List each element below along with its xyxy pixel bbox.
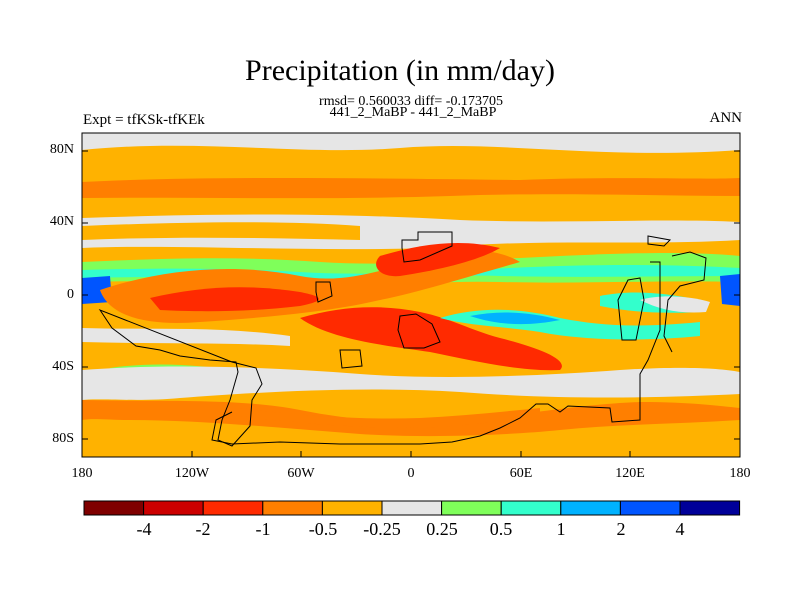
xtick-0: 0 — [407, 466, 415, 481]
ytick-40s: 40S — [52, 359, 74, 374]
colorbar-swatch — [560, 500, 621, 516]
colorbar-label: -0.5 — [308, 519, 338, 539]
xtick-120e: 120E — [615, 466, 645, 481]
xtick-180e: 180 — [729, 466, 751, 481]
colorbar-swatch — [441, 500, 502, 516]
colorbar-label: 0.5 — [489, 519, 513, 539]
ytick-0: 0 — [67, 287, 74, 302]
stats-subtitle: rmsd= 0.560033 diff= -0.173705 — [319, 94, 503, 109]
coastlines — [98, 231, 707, 447]
map-title: Precipitation (in mm/day) — [245, 54, 555, 87]
colorbar-label: 1 — [556, 519, 566, 539]
season-label: ANN — [709, 110, 743, 126]
colorbar-swatch — [500, 500, 562, 516]
colorbar-label: -1 — [255, 519, 271, 539]
xtick-180w: 180 — [71, 466, 93, 481]
colorbar-swatch — [83, 500, 145, 516]
colorbar-label: -0.25 — [363, 519, 401, 539]
colorbar — [83, 500, 741, 516]
ytick-80n: 80N — [49, 142, 74, 157]
colorbar-label: 4 — [675, 519, 685, 539]
axis-ticks — [81, 150, 741, 457]
colorbar-label: 2 — [616, 519, 626, 539]
xtick-60w: 60W — [287, 466, 315, 481]
colorbar-swatch — [381, 500, 443, 516]
contour-fill — [82, 133, 740, 457]
colorbar-label: 0.25 — [426, 519, 458, 539]
colorbar-swatch — [143, 500, 204, 516]
case-label: 441_2_MaBP - 441_2_MaBP — [329, 105, 497, 120]
colorbar-label: -4 — [136, 519, 152, 539]
ytick-80s: 80S — [52, 431, 74, 446]
xtick-60e: 60E — [509, 466, 533, 481]
colorbar-label: -2 — [195, 519, 211, 539]
colorbar-swatch — [262, 500, 323, 516]
colorbar-swatch — [321, 500, 383, 516]
colorbar-swatch — [679, 500, 741, 516]
colorbar-swatch — [202, 500, 264, 516]
ytick-40n: 40N — [49, 214, 74, 229]
xtick-120w: 120W — [174, 466, 210, 481]
colorbar-swatch — [619, 500, 681, 516]
experiment-label: Expt = tfKSk-tfKEk — [83, 112, 205, 128]
